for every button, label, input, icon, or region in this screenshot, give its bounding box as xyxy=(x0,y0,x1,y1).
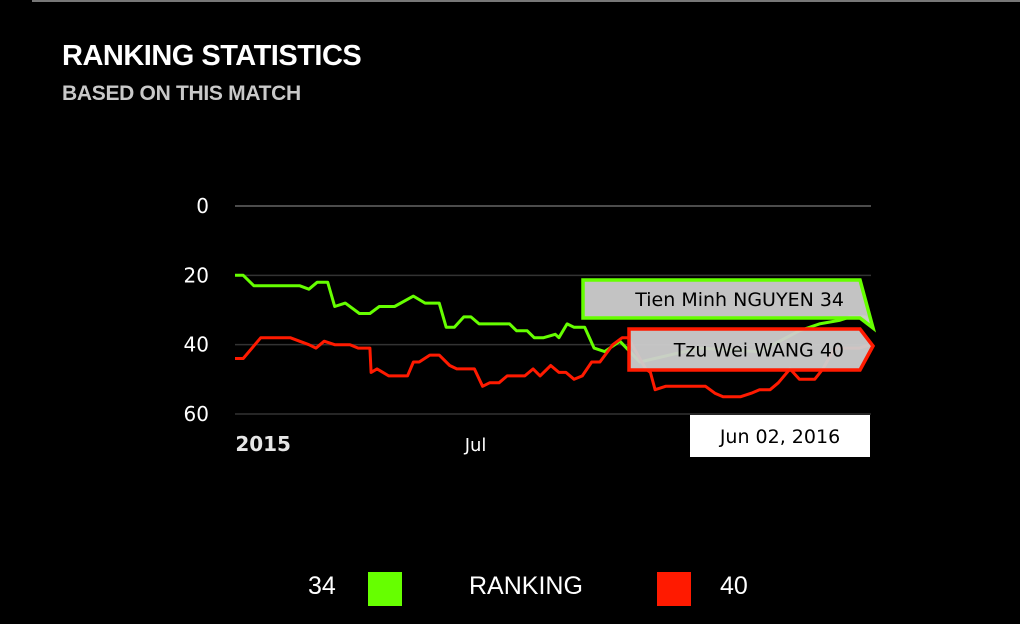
y-tick-label: 0 xyxy=(196,194,209,218)
legend-left-value: 34 xyxy=(308,572,336,600)
tooltip-box xyxy=(581,278,877,333)
date-tooltip xyxy=(690,415,870,457)
y-tick-label: 40 xyxy=(184,333,209,357)
legend-green-swatch xyxy=(368,572,402,606)
series-line-red xyxy=(235,336,872,399)
page-title: RANKING STATISTICS xyxy=(62,40,362,72)
legend-red-swatch xyxy=(657,572,691,606)
tooltip-label: Tzu Wei WANG 40 xyxy=(673,340,844,362)
tooltip-box xyxy=(627,327,876,372)
top-divider xyxy=(32,0,1020,2)
y-tick-label: 20 xyxy=(184,263,209,287)
date-tooltip-label: Jun 02, 2016 xyxy=(719,426,840,448)
legend-right-value: 40 xyxy=(720,572,748,600)
tooltip-label: Tien Minh NGUYEN 34 xyxy=(634,289,844,311)
x-tick-label: Jul xyxy=(464,435,487,456)
legend-label: RANKING xyxy=(469,572,583,600)
x-tick-label: 2015 xyxy=(235,432,291,456)
page-subtitle: BASED ON THIS MATCH xyxy=(62,82,301,105)
y-tick-label: 60 xyxy=(184,402,209,426)
